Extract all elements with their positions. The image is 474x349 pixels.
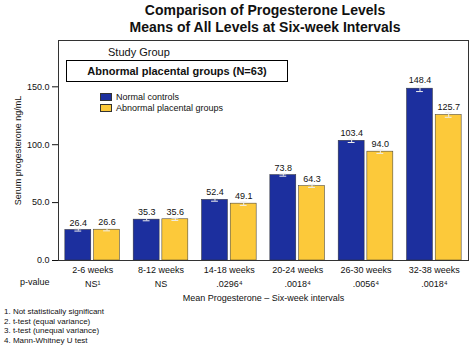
svg-text:NS: NS xyxy=(155,279,168,289)
svg-text:64.3: 64.3 xyxy=(303,174,321,184)
svg-text:26.6: 26.6 xyxy=(98,217,116,227)
html-text:3. t-test (unequal variance): 3. t-test (unequal variance) xyxy=(4,326,100,335)
html-text:Abnormal placental groups (N=6: Abnormal placental groups (N=63) xyxy=(87,65,267,77)
svg-text:Mean Progesterone – Six-week i: Mean Progesterone – Six-week intervals xyxy=(183,293,345,303)
html-text:Normal controls: Normal controls xyxy=(116,92,179,102)
svg-text:0.0: 0.0 xyxy=(37,255,50,265)
svg-text:14-18 weeks: 14-18 weeks xyxy=(204,265,256,275)
svg-text:50.0: 50.0 xyxy=(32,197,50,207)
svg-text:94.0: 94.0 xyxy=(372,139,390,149)
svg-text:.0296⁴: .0296⁴ xyxy=(216,279,243,289)
svg-text:26-30 weeks: 26-30 weeks xyxy=(340,265,392,275)
svg-text:150.0: 150.0 xyxy=(27,82,50,92)
svg-text:52.4: 52.4 xyxy=(206,187,224,197)
svg-text:.0056⁴: .0056⁴ xyxy=(353,279,380,289)
html-text:Abnormal placental groups: Abnormal placental groups xyxy=(116,103,224,113)
svg-text:.0018⁴: .0018⁴ xyxy=(421,279,448,289)
svg-text:35.3: 35.3 xyxy=(138,207,156,217)
html-text:Comparison of Progesterone Lev: Comparison of Progesterone Levels xyxy=(144,2,386,18)
svg-text:26.4: 26.4 xyxy=(70,218,88,228)
svg-text:125.7: 125.7 xyxy=(437,102,460,112)
html-text:p-value: p-value xyxy=(20,277,50,287)
svg-text:Serum progesterone ng/mL: Serum progesterone ng/mL xyxy=(13,96,23,206)
svg-text:148.4: 148.4 xyxy=(409,75,432,85)
svg-text:.0018⁴: .0018⁴ xyxy=(284,279,311,289)
html-text:2. t-test (equal variance): 2. t-test (equal variance) xyxy=(4,316,91,326)
svg-text:49.1: 49.1 xyxy=(235,191,253,201)
svg-text:NS¹: NS¹ xyxy=(85,279,101,289)
html-text:1. Not statistically significa: 1. Not statistically significant xyxy=(4,307,104,316)
html-text:4. Mann-Whitney U test: 4. Mann-Whitney U test xyxy=(4,335,88,345)
html-text:Means of All Levels at Six-wee: Means of All Levels at Six-week Interval… xyxy=(129,19,401,35)
svg-text:32-38 weeks: 32-38 weeks xyxy=(409,265,461,275)
svg-text:35.6: 35.6 xyxy=(167,207,185,217)
svg-text:73.8: 73.8 xyxy=(275,163,293,173)
svg-text:8-12 weeks: 8-12 weeks xyxy=(138,265,185,275)
html-text:Study Group: Study Group xyxy=(108,46,170,58)
svg-text:2-6 weeks: 2-6 weeks xyxy=(72,265,114,275)
svg-text:103.4: 103.4 xyxy=(340,128,363,138)
svg-text:100.0: 100.0 xyxy=(27,140,50,150)
svg-text:20-24 weeks: 20-24 weeks xyxy=(272,265,324,275)
